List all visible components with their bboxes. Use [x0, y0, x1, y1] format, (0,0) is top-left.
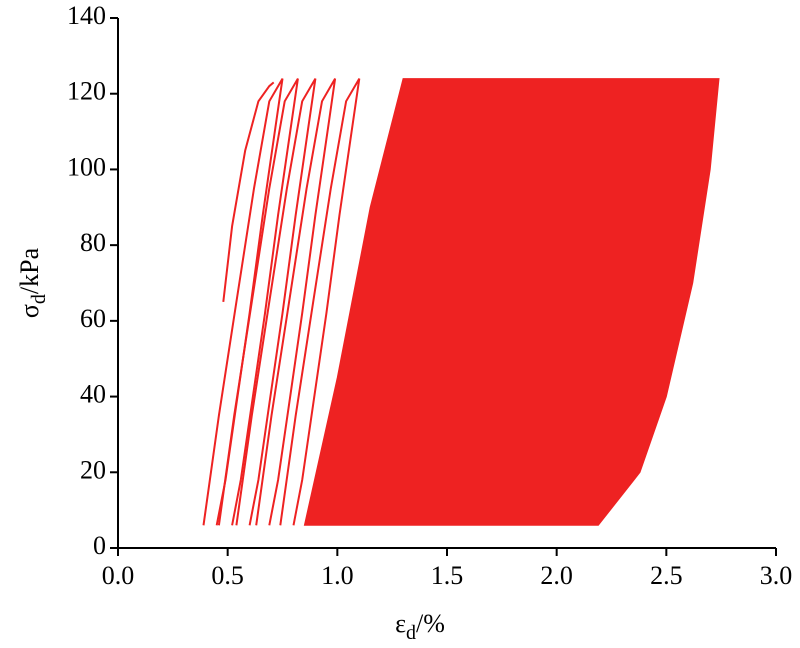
x-tick-label: 2.5: [650, 561, 683, 590]
x-tick-label: 0.5: [211, 561, 244, 590]
x-tick-label: 3.0: [760, 561, 793, 590]
y-symbol: σ: [15, 304, 44, 318]
loop-curve: [279, 78, 361, 526]
y-tick-label: 120: [67, 77, 106, 106]
x-tick-label: 2.0: [540, 561, 573, 590]
x-subscript: d: [406, 622, 416, 644]
y-subscript: d: [28, 294, 50, 304]
y-tick-label: 20: [80, 455, 106, 484]
x-symbol: ε: [395, 609, 406, 638]
x-unit: /%: [416, 609, 445, 638]
loop-curve: [222, 81, 275, 303]
y-unit: /kPa: [15, 247, 44, 294]
y-tick-label: 0: [93, 531, 106, 560]
x-tick-label: 1.5: [431, 561, 464, 590]
loop-curve: [255, 78, 337, 526]
y-tick-label: 100: [67, 152, 106, 181]
y-axis-title: σd/kPa: [15, 247, 50, 318]
y-tick-label: 80: [80, 228, 106, 257]
y-tick-label: 60: [80, 304, 106, 333]
x-axis-title: εd/%: [395, 609, 445, 644]
x-tick-label: 1.0: [321, 561, 354, 590]
loop-curve: [235, 78, 317, 526]
x-tick-label: 0.0: [102, 561, 135, 590]
loop-curve: [217, 78, 299, 526]
filled-region: [303, 78, 720, 526]
y-tick-label: 140: [67, 1, 106, 30]
y-tick-label: 40: [80, 380, 106, 409]
